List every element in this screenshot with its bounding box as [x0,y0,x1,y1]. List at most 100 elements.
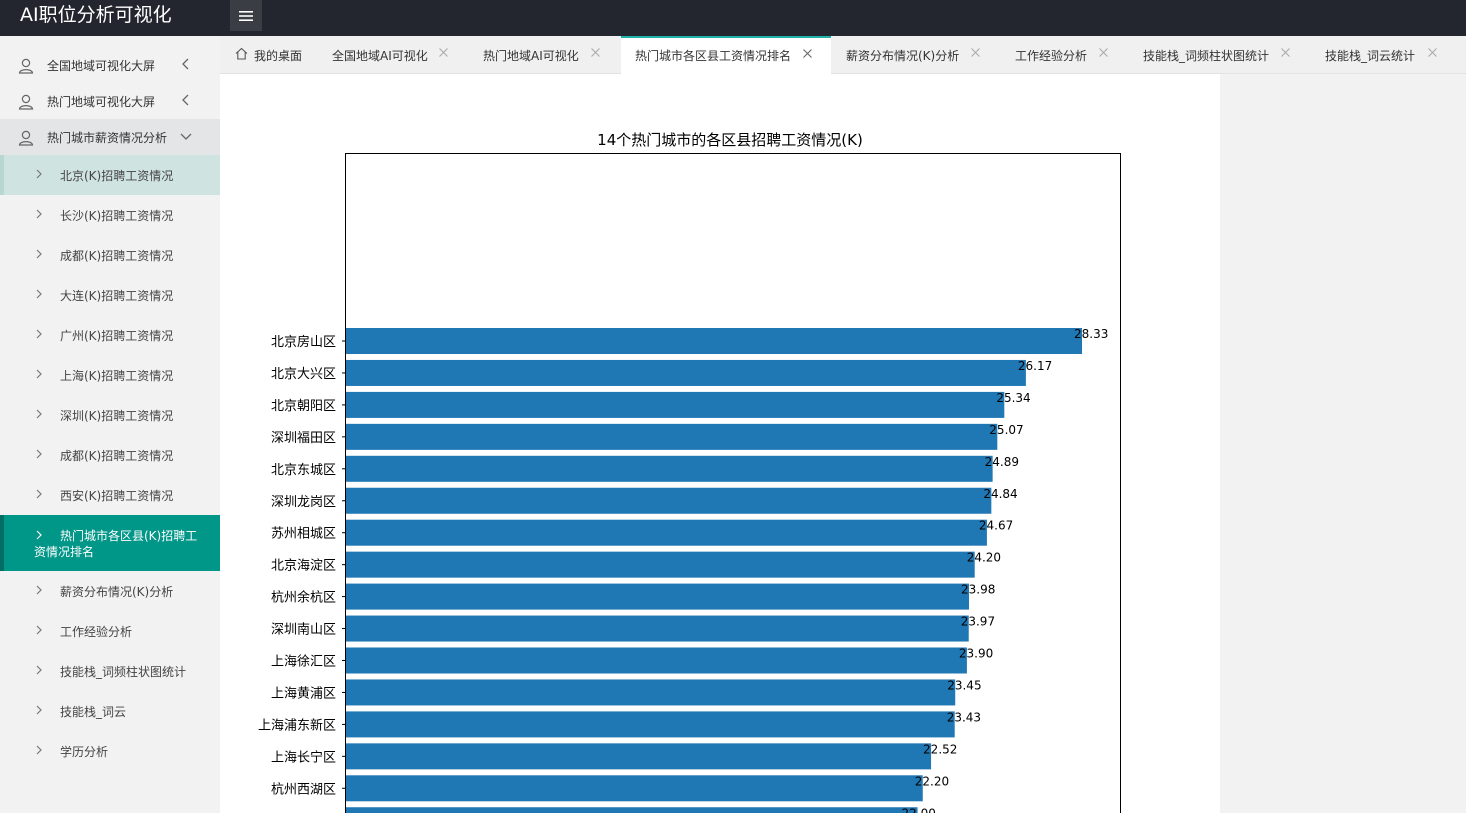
sidebar-item-chengdu[interactable]: 成都(K)招聘工资情况 [0,235,220,275]
bar [346,359,1026,386]
bar-value-label: 23.43 [947,710,981,724]
sidebar-item-label: 成都(K)招聘工资情况 [60,449,174,463]
sidebar-item-label: 薪资分布情况(K)分析 [60,585,174,599]
close-icon[interactable] [590,47,601,58]
sidebar-item-guangzhou[interactable]: 广州(K)招聘工资情况 [0,315,220,355]
sidebar-item-shenzhen[interactable]: 深圳(K)招聘工资情况 [0,395,220,435]
sidebar-item-chengdu-2[interactable]: 成都(K)招聘工资情况 [0,435,220,475]
close-icon[interactable] [438,47,449,58]
close-icon[interactable] [970,47,981,58]
chevron-left-icon [182,58,189,70]
y-tick-label: 深圳南山区 [271,622,336,638]
y-tick-label: 杭州余杭区 [271,590,336,606]
sidebar-item-district-ranking[interactable]: 热门城市各区县(K)招聘工资情况排名 [0,515,220,571]
bar [346,391,1005,418]
bar [346,743,932,770]
tab-label: 全国地域AI可视化 [332,49,428,63]
chevron-left-icon [182,94,189,106]
top-header: AI职位分析可视化 [0,0,1466,36]
tab-hot-region-ai[interactable]: 热门地域AI可视化 [464,36,621,74]
bar [346,679,956,706]
menu-toggle-button[interactable] [230,0,262,31]
bar-value-label: 24.89 [985,455,1019,469]
sidebar-group-hot-region-screen[interactable]: 热门地域可视化大屏 [0,83,220,119]
bar-value-label: 22.20 [915,774,949,788]
chevron-right-icon [36,625,42,635]
sidebar-item-label: 上海(K)招聘工资情况 [60,369,174,383]
chevron-right-icon [36,489,42,499]
tab-skill-bar[interactable]: 技能栈_词频柱状图统计 [1120,36,1300,74]
sidebar-item-skill-bar[interactable]: 技能栈_词频柱状图统计 [0,651,220,691]
y-tick-label: 北京大兴区 [271,367,336,382]
tab-salary-distribution[interactable]: 薪资分布情况(K)分析 [831,36,996,74]
chevron-right-icon [36,665,42,675]
hamburger-icon [239,10,253,21]
bar [346,487,992,514]
bar [346,775,923,802]
sidebar-item-beijing[interactable]: 北京(K)招聘工资情况 [0,155,220,195]
chevron-right-icon [36,209,42,219]
chart-title: 14个热门城市的各区县招聘工资情况(K) [597,131,863,149]
close-icon[interactable] [1098,47,1109,58]
y-tick-label: 深圳福田区 [271,431,336,446]
bar-value-label: 26.17 [1018,359,1052,373]
bar-value-label: 22.00 [902,806,936,813]
bar [346,519,987,546]
sidebar-item-skill-wordcloud[interactable]: 技能栈_词云 [0,691,220,731]
close-icon[interactable] [1280,47,1291,58]
content-panel: 14个热门城市的各区县招聘工资情况(K) 北京房山区 28.33 北京大兴区 26.1… [220,74,1220,813]
bar [346,711,955,738]
chevron-down-icon [180,133,192,140]
tab-work-experience[interactable]: 工作经验分析 [996,36,1120,74]
bar-value-label: 23.97 [961,615,995,629]
chevron-right-icon [36,745,42,755]
tab-district-ranking[interactable]: 热门城市各区县工资情况排名 [621,36,831,74]
bar-value-label: 25.07 [989,423,1023,437]
bar-value-label: 24.84 [983,487,1017,501]
sidebar-item-shanghai[interactable]: 上海(K)招聘工资情况 [0,355,220,395]
y-tick-label: 上海长宁区 [271,749,336,765]
chevron-right-icon [36,409,42,419]
chevron-right-icon [36,369,42,379]
bar [346,328,1082,354]
chevron-right-icon [36,585,42,595]
sidebar-item-salary-distribution[interactable]: 薪资分布情况(K)分析 [0,571,220,611]
bar [346,615,969,642]
bar-value-label: 22.52 [923,742,957,756]
sidebar-item-changsha[interactable]: 长沙(K)招聘工资情况 [0,195,220,235]
sidebar-item-work-experience[interactable]: 工作经验分析 [0,611,220,651]
sidebar-group-national-screen[interactable]: 全国地域可视化大屏 [0,47,220,83]
chevron-right-icon [36,449,42,459]
user-icon [18,130,34,146]
sidebar-item-dalian[interactable]: 大连(K)招聘工资情况 [0,275,220,315]
tab-my-desktop[interactable]: 我的桌面 [220,36,318,74]
bar [346,551,975,578]
sidebar-item-label: 学历分析 [60,745,109,759]
sidebar-group-hot-city-salary[interactable]: 热门城市薪资情况分析 [0,119,220,155]
sidebar-item-label: 大连(K)招聘工资情况 [60,289,174,303]
sidebar-item-label: 技能栈_词频柱状图统计 [60,665,187,679]
sidebar-group-label: 全国地域可视化大屏 [47,59,156,73]
sidebar-item-label: 工作经验分析 [60,625,133,639]
sidebar-item-education[interactable]: 学历分析 [0,731,220,771]
sidebar-item-xian[interactable]: 西安(K)招聘工资情况 [0,475,220,515]
bar [346,583,969,610]
close-icon[interactable] [1427,47,1438,58]
home-icon [235,47,248,60]
app-title: AI职位分析可视化 [20,4,172,26]
y-tick-label: 北京东城区 [271,463,336,478]
bar-value-label: 25.34 [996,391,1030,405]
chevron-right-icon [36,329,42,339]
y-tick-label: 杭州西湖区 [271,782,336,797]
close-icon[interactable] [802,48,813,59]
user-icon [18,58,34,74]
chevron-right-icon [36,289,42,299]
chevron-right-icon [36,249,42,259]
tab-label: 热门城市各区县工资情况排名 [635,49,792,63]
tab-national-ai[interactable]: 全国地域AI可视化 [318,36,464,74]
bar-partial [346,807,918,813]
chevron-right-icon [36,705,42,715]
tab-skill-wordcloud[interactable]: 技能栈_词云统计 [1300,36,1446,74]
bar-value-label: 23.45 [947,678,981,692]
sidebar-item-label: 热门城市各区县(K)招聘工资情况排名 [34,529,198,559]
